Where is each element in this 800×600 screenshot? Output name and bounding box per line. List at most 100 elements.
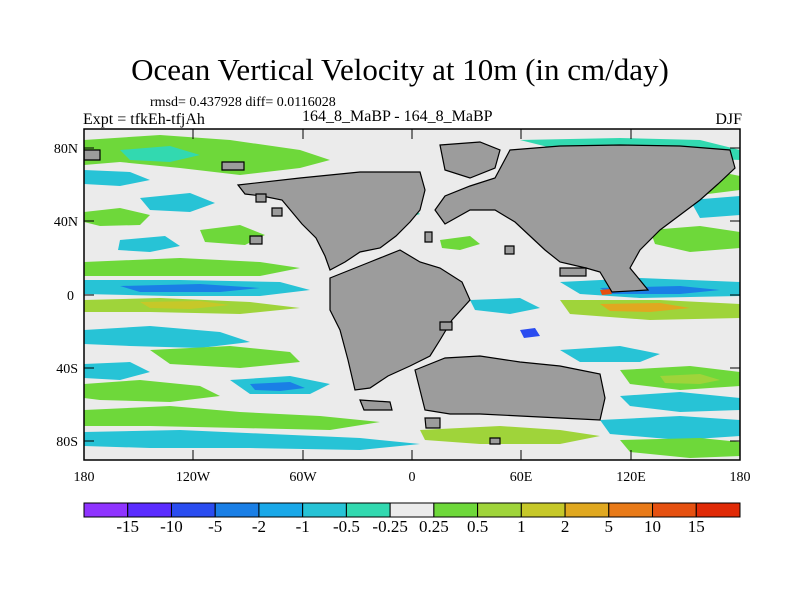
contour-patch — [150, 346, 300, 368]
colorbar-label: -2 — [252, 517, 266, 536]
experiment-label: Expt = tfkEh-tfjAh — [83, 111, 205, 128]
contour-patch — [84, 326, 250, 348]
colorbar-label: 10 — [644, 517, 661, 536]
contour-patch — [650, 226, 740, 252]
colorbar-swatch — [695, 502, 741, 518]
colorbar — [83, 502, 741, 518]
land-island — [424, 417, 441, 429]
contour-patch — [660, 374, 720, 384]
land-greenland — [439, 141, 501, 179]
colorbar-label: 0.5 — [467, 517, 488, 536]
contour-patch — [200, 225, 265, 245]
land-south-america — [329, 249, 471, 391]
colorbar-swatch — [389, 502, 435, 518]
land-masses — [84, 141, 736, 445]
colorbar-swatch — [83, 502, 129, 518]
contour-patch — [520, 328, 540, 338]
contour-patch — [620, 392, 740, 412]
colorbar-label: -0.5 — [333, 517, 360, 536]
y-tick-label: 0 — [67, 289, 74, 304]
land-island — [504, 245, 515, 255]
velocity-field — [84, 135, 740, 458]
land-island — [271, 207, 283, 217]
colorbar-swatch — [433, 502, 479, 518]
contour-patch — [600, 289, 612, 295]
colorbar-label: 15 — [688, 517, 705, 536]
colorbar-labels: -15 -10 -5 -2 -1 -0.5 -0.25 0.25 0.5 1 2 5 10 15 — [116, 517, 704, 536]
contour-patch — [84, 135, 330, 175]
contour-patch — [560, 346, 660, 362]
contour-patch — [84, 362, 150, 380]
contour-patch — [120, 284, 260, 292]
colorbar-swatch — [345, 502, 391, 518]
contour-patch — [440, 236, 480, 250]
colorbar-label: 1 — [517, 517, 526, 536]
contour-patch — [120, 146, 200, 162]
x-tick-label: 180 — [730, 470, 751, 485]
land-eurasia — [434, 144, 736, 293]
contour-patch — [84, 170, 150, 186]
contour-patch — [690, 196, 740, 218]
land-island — [439, 321, 453, 331]
run-label: 164_8_MaBP - 164_8_MaBP — [302, 108, 493, 125]
contour-patch — [84, 258, 300, 276]
map-panel — [84, 129, 740, 460]
land-island — [221, 161, 245, 171]
land-north-america — [236, 171, 426, 271]
colorbar-swatch — [564, 502, 610, 518]
season-label: DJF — [715, 111, 742, 128]
colorbar-swatch — [608, 502, 654, 518]
colorbar-label: -1 — [296, 517, 310, 536]
contour-patch — [84, 208, 150, 226]
colorbar-swatch — [520, 502, 566, 518]
x-tick-label: 60W — [289, 470, 317, 485]
x-axis — [83, 129, 741, 460]
contour-patch — [420, 426, 600, 444]
colorbar-swatch — [170, 502, 216, 518]
x-tick-label: 0 — [409, 470, 416, 485]
x-tick-label: 180 — [74, 470, 95, 485]
land-island — [489, 437, 501, 445]
contour-patch — [250, 382, 305, 391]
contour-patch — [620, 438, 740, 458]
y-axis — [84, 147, 740, 442]
stats-label: rmsd= 0.437928 diff= 0.0116028 — [150, 95, 336, 110]
y-tick-labels: 80N 40N 0 40S 80S — [54, 142, 78, 450]
colorbar-label: 0.25 — [419, 517, 449, 536]
x-tick-label: 120W — [176, 470, 211, 485]
contour-patch — [140, 193, 215, 212]
y-tick-label: 40S — [56, 362, 78, 377]
contour-patch — [600, 303, 690, 312]
land-island — [84, 149, 101, 161]
y-tick-label: 80N — [54, 142, 78, 157]
x-tick-labels: 180 120W 60W 0 60E 120E 180 — [74, 470, 751, 485]
contour-patch — [140, 301, 230, 309]
y-tick-label: 40N — [54, 215, 78, 230]
colorbar-swatch — [477, 502, 522, 518]
land-southern-continent — [414, 355, 606, 421]
y-tick-label: 80S — [56, 435, 78, 450]
contour-patch — [470, 298, 540, 314]
colorbar-label: -15 — [116, 517, 139, 536]
contour-patch — [84, 406, 380, 430]
colorbar-label: 5 — [605, 517, 614, 536]
colorbar-label: 2 — [561, 517, 570, 536]
colorbar-label: -0.25 — [372, 517, 407, 536]
colorbar-swatch — [302, 502, 347, 518]
colorbar-swatch — [214, 502, 260, 518]
land-island — [424, 231, 433, 243]
contour-patch — [84, 380, 220, 402]
land-island — [249, 235, 263, 245]
colorbar-label: -10 — [160, 517, 183, 536]
land-island — [359, 399, 393, 411]
land-island — [559, 267, 587, 277]
colorbar-swatch — [127, 502, 172, 518]
x-tick-label: 120E — [616, 470, 646, 485]
contour-patch — [118, 236, 180, 252]
colorbar-label: -5 — [208, 517, 222, 536]
contour-patch — [84, 430, 420, 450]
land-island — [255, 193, 267, 203]
colorbar-swatch — [652, 502, 697, 518]
map-title: Ocean Vertical Velocity at 10m (in cm/da… — [131, 52, 669, 87]
